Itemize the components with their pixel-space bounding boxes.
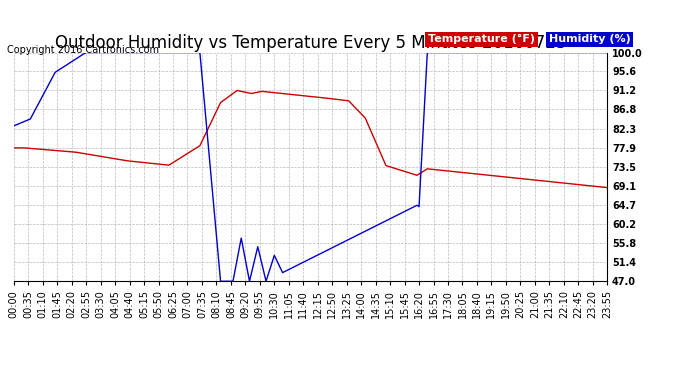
Text: Humidity (%): Humidity (%): [549, 34, 630, 44]
Text: Temperature (°F): Temperature (°F): [428, 34, 535, 44]
Text: Copyright 2016 Cartronics.com: Copyright 2016 Cartronics.com: [7, 45, 159, 55]
Title: Outdoor Humidity vs Temperature Every 5 Minutes 20160723: Outdoor Humidity vs Temperature Every 5 …: [55, 34, 566, 53]
